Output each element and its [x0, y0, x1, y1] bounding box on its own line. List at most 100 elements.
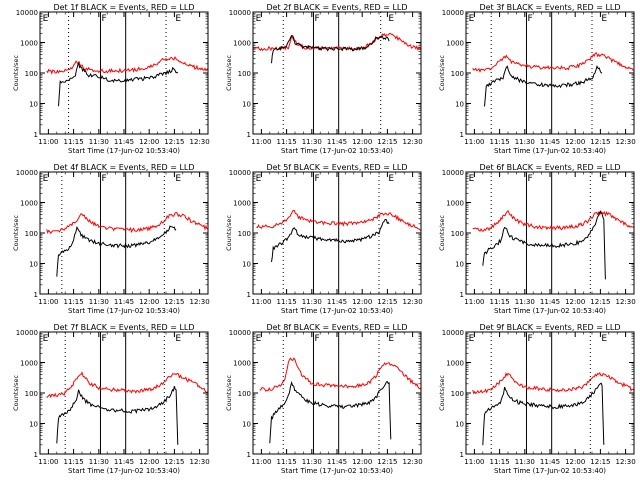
- x-tick-label: 12:30: [616, 298, 636, 306]
- region-marker-e: E: [175, 14, 181, 24]
- series-line-events: [482, 210, 606, 280]
- y-tick-label: 1000: [233, 40, 251, 48]
- series-line-lld: [46, 371, 208, 399]
- y-tick-label: 10000: [442, 169, 464, 177]
- plot-area: [472, 52, 634, 107]
- x-tick-label: 11:45: [114, 138, 134, 146]
- series-line-events: [58, 60, 179, 107]
- x-axis-label: Start Time (17-Jun-02 10:53:40): [68, 467, 180, 475]
- plot-area: [472, 371, 634, 446]
- x-tick-label: 12:00: [352, 458, 372, 466]
- x-tick-label: 12:15: [590, 458, 610, 466]
- y-tick-label: 10: [29, 421, 38, 429]
- y-tick-label: 1: [460, 131, 464, 139]
- plot-frame: [252, 11, 422, 135]
- x-tick-label: 12:30: [190, 298, 210, 306]
- region-marker-e: E: [43, 14, 49, 24]
- y-tick-label: 1000: [446, 360, 464, 368]
- x-tick-label: 11:00: [38, 458, 58, 466]
- plot-area: [46, 371, 208, 445]
- y-tick-label: 1000: [20, 40, 38, 48]
- x-tick-label: 11:30: [515, 458, 535, 466]
- x-tick-label: 11:30: [515, 298, 535, 306]
- y-axis-label: Counts/sec: [438, 55, 446, 91]
- region-marker-f: F: [527, 334, 532, 344]
- x-tick-label: 11:45: [540, 138, 560, 146]
- series-line-lld: [256, 209, 421, 232]
- chart-title: Det 8f BLACK = Events, RED = LLD: [266, 323, 407, 332]
- x-tick-label: 12:15: [377, 298, 397, 306]
- x-tick-label: 12:00: [565, 138, 585, 146]
- plot-frame: [252, 331, 422, 455]
- x-tick-label: 12:00: [565, 298, 585, 306]
- y-tick-label: 100: [238, 230, 251, 238]
- x-tick-label: 12:15: [164, 298, 184, 306]
- region-marker-e: E: [469, 334, 475, 344]
- region-marker-e: E: [175, 334, 181, 344]
- x-tick-label: 12:15: [590, 298, 610, 306]
- y-tick-label: 1: [34, 291, 38, 299]
- x-tick-label: 12:15: [377, 138, 397, 146]
- x-axis-label: Start Time (17-Jun-02 10:53:40): [281, 467, 393, 475]
- x-axis-label: Start Time (17-Jun-02 10:53:40): [68, 147, 180, 155]
- region-marker-e: E: [388, 334, 394, 344]
- chart-panel-7: Det 7f BLACK = Events, RED = LLD 1 10 100 10…: [12, 323, 210, 475]
- region-marker-e: E: [256, 174, 262, 184]
- series-line-lld: [472, 209, 634, 232]
- y-tick-label: 10: [455, 421, 464, 429]
- series-line-events: [271, 34, 390, 64]
- x-tick-label: 12:30: [403, 138, 423, 146]
- region-marker-f: F: [314, 334, 319, 344]
- x-tick-label: 11:00: [251, 138, 271, 146]
- chart-panel-5: Det 5f BLACK = Events, RED = LLD 1 10 100 10…: [225, 163, 423, 315]
- chart-title: Det 7f BLACK = Events, RED = LLD: [53, 323, 194, 332]
- region-marker-f: F: [101, 14, 106, 24]
- x-tick-label: 11:00: [38, 138, 58, 146]
- x-tick-label: 12:15: [164, 138, 184, 146]
- y-tick-label: 10000: [16, 329, 38, 337]
- region-marker-f: F: [101, 334, 106, 344]
- y-tick-label: 10: [242, 261, 251, 269]
- series-line-lld: [259, 357, 421, 392]
- x-tick-label: 11:45: [327, 458, 347, 466]
- x-tick-label: 11:15: [277, 138, 297, 146]
- region-marker-f: F: [527, 14, 532, 24]
- y-tick-label: 10: [29, 261, 38, 269]
- y-tick-label: 10000: [229, 169, 251, 177]
- y-tick-label: 10000: [229, 329, 251, 337]
- y-tick-label: 10: [29, 101, 38, 109]
- x-tick-label: 12:00: [352, 138, 372, 146]
- region-marker-e: E: [469, 174, 475, 184]
- x-tick-label: 11:45: [540, 458, 560, 466]
- plot-frame: [39, 171, 209, 295]
- plot-area: [256, 209, 421, 263]
- x-axis-label: Start Time (17-Jun-02 10:53:40): [494, 147, 606, 155]
- region-marker-f: F: [527, 174, 532, 184]
- chart-panel-6: Det 6f BLACK = Events, RED = LLD 1 10 100 10…: [438, 163, 636, 315]
- y-tick-label: 1: [247, 291, 251, 299]
- y-tick-label: 100: [451, 230, 464, 238]
- x-tick-label: 12:30: [403, 458, 423, 466]
- x-tick-label: 11:15: [490, 298, 510, 306]
- chart-panel-3: Det 3f BLACK = Events, RED = LLD 1 10 100 10…: [438, 3, 636, 155]
- x-tick-label: 12:00: [139, 138, 159, 146]
- x-tick-label: 11:45: [327, 138, 347, 146]
- x-axis-label: Start Time (17-Jun-02 10:53:40): [494, 307, 606, 315]
- region-marker-e: E: [388, 14, 394, 24]
- y-tick-label: 10: [242, 101, 251, 109]
- y-tick-label: 100: [238, 390, 251, 398]
- chart-title: Det 9f BLACK = Events, RED = LLD: [479, 323, 620, 332]
- x-axis-label: Start Time (17-Jun-02 10:53:40): [494, 467, 606, 475]
- y-axis-label: Counts/sec: [438, 215, 446, 251]
- series-line-events: [482, 382, 605, 446]
- y-axis-label: Counts/sec: [12, 375, 20, 411]
- x-tick-label: 12:15: [377, 458, 397, 466]
- y-tick-label: 100: [25, 390, 38, 398]
- y-tick-label: 10000: [442, 9, 464, 17]
- x-tick-label: 11:15: [490, 458, 510, 466]
- region-marker-e: E: [469, 14, 475, 24]
- chart-panel-8: Det 8f BLACK = Events, RED = LLD 1 10 100 10…: [225, 323, 423, 475]
- y-axis-label: Counts/sec: [438, 375, 446, 411]
- x-tick-label: 11:00: [464, 138, 484, 146]
